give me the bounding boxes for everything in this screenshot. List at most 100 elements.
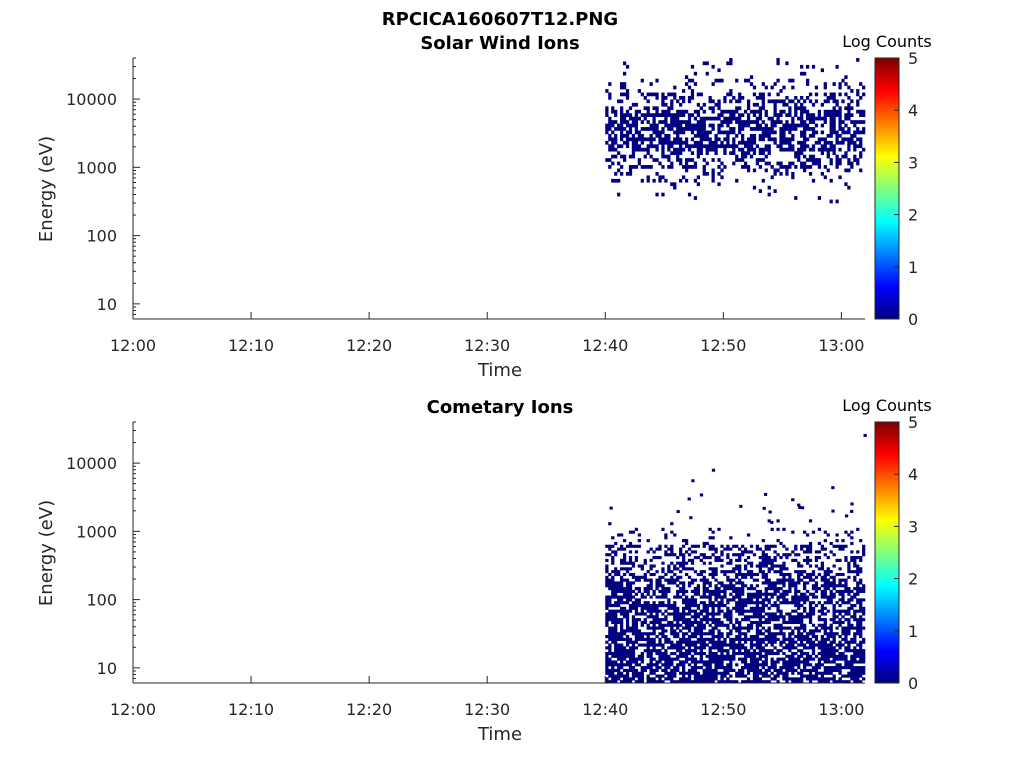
spectrogram-cell — [749, 640, 754, 644]
spectrogram-cell — [805, 158, 810, 162]
spectrogram-cell — [761, 575, 765, 579]
colorbar-segment — [875, 458, 899, 462]
spectrogram-cell — [628, 663, 633, 667]
spectrogram-cell — [643, 165, 647, 169]
spectrogram-cell — [859, 668, 863, 673]
spectrogram-cell — [794, 570, 798, 574]
spectrogram-cell — [853, 615, 857, 619]
spectrogram-cell — [679, 646, 683, 650]
spectrogram-cell — [696, 544, 701, 548]
spectrogram-cell — [749, 626, 754, 630]
spectrogram-cell — [687, 78, 692, 83]
spectrogram-cell — [794, 601, 798, 605]
spectrogram-cell — [699, 601, 703, 605]
spectrogram-cell — [820, 663, 824, 667]
spectrogram-cell — [617, 533, 621, 537]
spectrogram-cell — [687, 192, 692, 197]
spectrogram-cell — [805, 116, 810, 121]
spectrogram-cell — [628, 649, 633, 653]
spectrogram-cell — [655, 618, 659, 622]
spectrogram-cell — [649, 567, 653, 571]
spectrogram-cell — [661, 595, 665, 599]
spectrogram-cell — [625, 92, 630, 97]
spectrogram-cell — [637, 663, 641, 667]
spectrogram-cell — [755, 584, 760, 588]
spectrogram-cell — [658, 623, 662, 627]
spectrogram-cell — [611, 671, 615, 675]
spectrogram-cell — [808, 609, 813, 613]
spectrogram-cell — [841, 544, 845, 548]
spectrogram-cell — [646, 680, 650, 684]
spectrogram-cell — [841, 657, 845, 661]
colorbar-segment — [875, 305, 899, 310]
spectrogram-cell — [622, 539, 627, 543]
spectrogram-cell — [785, 556, 789, 560]
spectrogram-cell — [738, 609, 742, 613]
spectrogram-cell — [820, 654, 824, 658]
spectrogram-cell — [687, 601, 692, 605]
spectrogram-cell — [652, 589, 656, 593]
spectrogram-cell — [856, 572, 860, 577]
spectrogram-cell — [690, 671, 695, 675]
spectrogram-cell — [808, 171, 813, 176]
spectrogram-cell — [687, 567, 692, 571]
spectrogram-cell — [696, 637, 701, 641]
spectrogram-cell — [655, 92, 659, 97]
spectrogram-cell — [773, 123, 777, 128]
spectrogram-cell — [631, 120, 636, 124]
spectrogram-cell — [723, 147, 727, 152]
spectrogram-cell — [859, 587, 863, 591]
colorbar-segment — [875, 157, 899, 161]
spectrogram-cell — [735, 637, 739, 641]
spectrogram-cell — [820, 671, 824, 675]
spectrogram-cell — [794, 603, 798, 608]
spectrogram-cell — [776, 527, 780, 531]
spectrogram-cell — [664, 657, 668, 661]
spectrogram-cell — [670, 677, 674, 681]
spectrogram-cell — [673, 85, 677, 90]
spectrogram-cell — [732, 651, 736, 656]
spectrogram-cell — [687, 643, 692, 647]
spectrogram-cell — [696, 671, 701, 675]
spectrogram-cell — [684, 657, 689, 661]
spectrogram-cell — [826, 147, 830, 152]
spectrogram-cell — [723, 547, 727, 551]
spectrogram-cell — [643, 603, 647, 608]
spectrogram-cell — [782, 657, 786, 661]
spectrogram-cell — [805, 550, 810, 554]
spectrogram-cell — [625, 64, 630, 69]
spectrogram-cell — [773, 592, 777, 596]
spectrogram-cell — [643, 666, 647, 670]
spectrogram-cell — [749, 154, 754, 159]
spectrogram-cell — [749, 666, 754, 670]
spectrogram-cell — [640, 643, 644, 647]
spectrogram-cell — [634, 629, 639, 633]
spectrogram-cell — [661, 144, 665, 149]
spectrogram-cell — [847, 680, 851, 684]
colorbar-segment — [875, 542, 899, 546]
spectrogram-cell — [838, 127, 842, 131]
spectrogram-cell — [708, 663, 712, 667]
spectrogram-cell — [661, 657, 665, 661]
spectrogram-cell — [617, 595, 621, 599]
spectrogram-cell — [625, 674, 630, 678]
spectrogram-cell — [617, 123, 621, 128]
spectrogram-cell — [631, 651, 636, 656]
spectrogram-cell — [817, 615, 822, 619]
spectrogram-cell — [811, 651, 816, 656]
spectrogram-cell — [696, 127, 701, 131]
spectrogram-cell — [847, 618, 851, 622]
spectrogram-cell — [646, 626, 650, 630]
spectrogram-cell — [767, 620, 771, 625]
spectrogram-cell — [634, 640, 639, 644]
spectrogram-cell — [625, 589, 630, 593]
spectrogram-cell — [803, 558, 807, 562]
spectrogram-cell — [794, 102, 798, 107]
spectrogram-cell — [838, 646, 842, 650]
spectrogram-cell — [779, 668, 783, 673]
spectrogram-cell — [826, 651, 830, 656]
spectrogram-cell — [820, 677, 824, 681]
spectrogram-cell — [838, 558, 842, 562]
spectrogram-cell — [805, 654, 810, 658]
spectrogram-cell — [628, 654, 633, 658]
